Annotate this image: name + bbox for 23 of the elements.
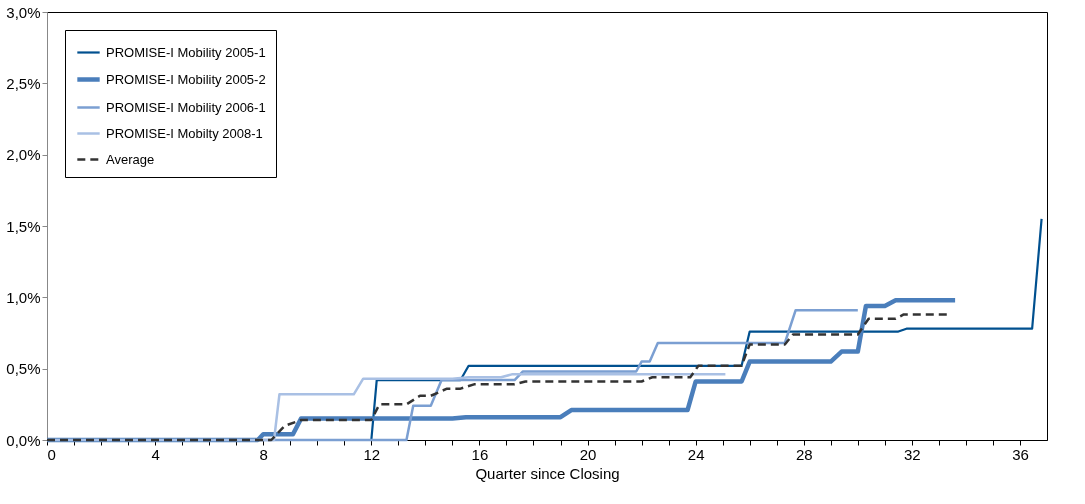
legend-label: PROMISE-I Mobilty 2008-1	[106, 125, 263, 141]
x-tick-label: 8	[259, 445, 268, 463]
y-tick-label: 1,5%	[6, 217, 41, 235]
legend-label: PROMISE-I Mobility 2005-1	[106, 44, 266, 60]
y-tick-label: 0,5%	[6, 360, 41, 378]
x-tick-label: 4	[151, 445, 160, 463]
x-tick-label: 16	[471, 445, 489, 463]
legend-label: PROMISE-I Mobility 2006-1	[106, 99, 266, 115]
y-tick-label: 1,0%	[6, 288, 41, 306]
legend-label: PROMISE-I Mobility 2005-2	[106, 71, 266, 87]
x-axis-title: Quarter since Closing	[475, 464, 620, 482]
y-tick-label: 2,5%	[6, 74, 41, 92]
legend-label: Average	[106, 151, 155, 167]
x-tick-label: 0	[47, 445, 56, 463]
y-tick-label: 3,0%	[6, 3, 41, 21]
x-tick-label: 32	[904, 445, 921, 463]
x-tick-label: 36	[1012, 445, 1029, 463]
x-tick-label: 12	[363, 445, 381, 463]
y-tick-label: 0,0%	[6, 431, 41, 449]
x-tick-label: 28	[795, 445, 813, 463]
x-tick-label: 24	[687, 445, 705, 463]
x-tick-label: 20	[579, 445, 597, 463]
y-tick-label: 2,0%	[6, 146, 41, 164]
